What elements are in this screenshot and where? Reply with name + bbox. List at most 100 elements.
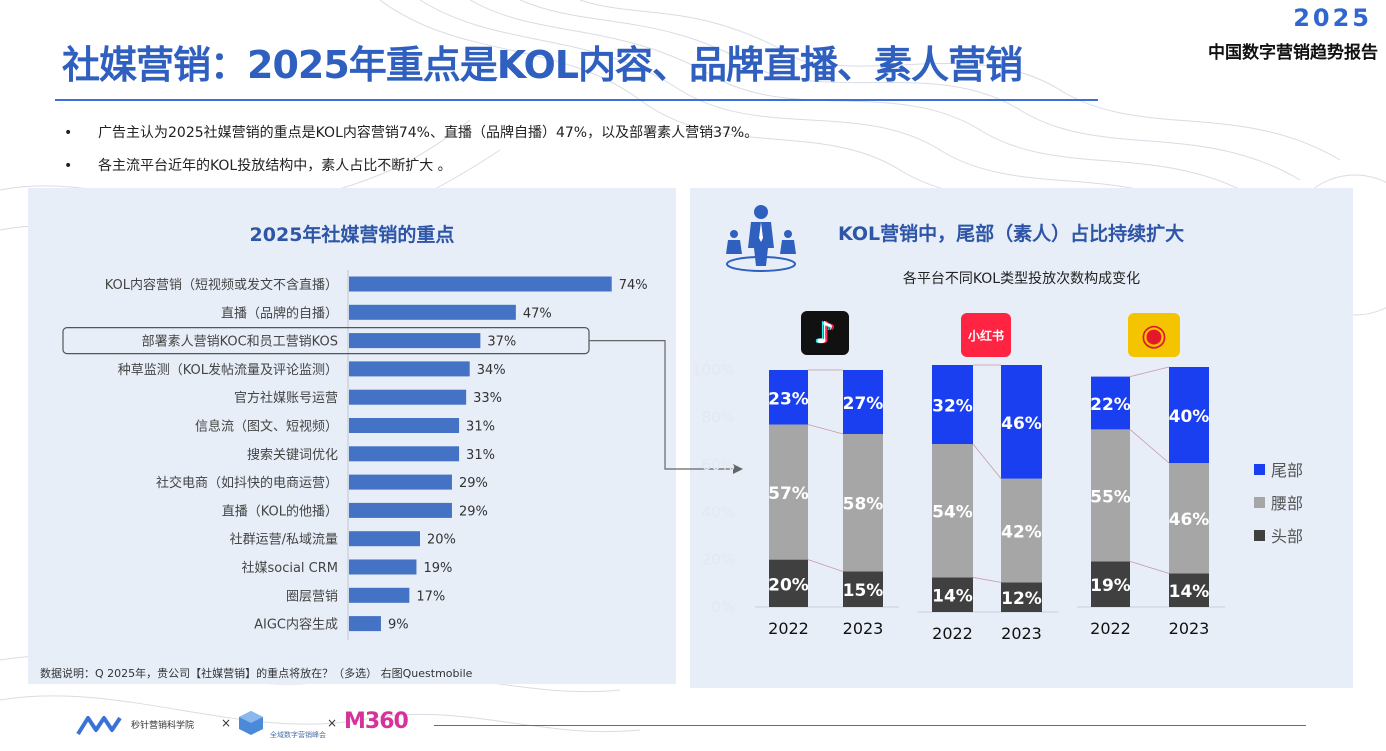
stack-seg-头部 xyxy=(769,559,808,607)
bar-value-label: 17% xyxy=(416,589,445,604)
bar-value-label: 31% xyxy=(466,420,495,435)
bullet-item: • 各主流平台近年的KOL投放结构中，素人占比不断扩大 。 xyxy=(64,155,452,175)
connector-arrow-icon xyxy=(733,464,743,474)
y-tick-label: 0% xyxy=(711,598,735,616)
brand-name: 中国数字营销趋势报告 xyxy=(1208,43,1378,63)
bar-category-label: 搜索关键词优化 xyxy=(247,448,338,463)
legend-label-head: 头部 xyxy=(1271,527,1304,546)
stack-seg-头部 xyxy=(1169,573,1209,607)
partner2-cube-icon xyxy=(239,711,263,735)
stack-seg-头部 xyxy=(843,571,883,607)
bar-6 xyxy=(349,446,460,462)
bar-5 xyxy=(349,418,460,433)
segment-connector xyxy=(1129,429,1170,464)
bar-value-label: 37% xyxy=(487,335,516,350)
bar-category-label: 种草监测（KOL发帖流量及评论监测） xyxy=(118,362,338,378)
xiaohongshu-logo-text: 小红书 xyxy=(967,328,1004,343)
bar-value-label: 29% xyxy=(459,504,488,519)
stack-seg-尾部 xyxy=(1001,365,1042,479)
stack-value-label: 19% xyxy=(1090,576,1131,596)
weibo-app-icon: ◉ xyxy=(1128,313,1180,357)
segment-connector xyxy=(1129,366,1170,377)
segment-connector xyxy=(972,443,1002,479)
bar-category-label: AIGC内容生成 xyxy=(254,617,338,633)
douyin-app-icon: ♪ xyxy=(801,311,849,355)
bar-9 xyxy=(349,531,420,547)
x-category-label: 2022 xyxy=(768,619,809,638)
x-category-label: 2023 xyxy=(843,619,884,638)
bar-value-label: 29% xyxy=(459,476,488,491)
stack-value-label: 46% xyxy=(1169,510,1210,530)
bar-value-label: 74% xyxy=(619,278,648,293)
stack-seg-腰部 xyxy=(769,424,808,560)
bar-category-label: 官方社媒账号运营 xyxy=(234,390,338,406)
legend-swatch-waist xyxy=(1254,496,1265,508)
y-tick-label: 80% xyxy=(702,408,735,426)
stack-value-label: 54% xyxy=(932,503,973,523)
bullet-dot-icon: • xyxy=(64,158,73,174)
bar-category-label: 直播（KOL的他播） xyxy=(222,503,338,519)
bar-category-label: 直播（品牌的自播） xyxy=(221,305,338,321)
stack-value-label: 12% xyxy=(1001,589,1042,609)
segment-connector xyxy=(807,424,844,435)
x-category-label: 2022 xyxy=(932,624,973,643)
bar-category-label: 社群运营/私域流量 xyxy=(230,532,338,548)
legend-swatch-head xyxy=(1254,529,1265,541)
stack-value-label: 14% xyxy=(932,587,973,607)
bar-category-label: 部署素人营销KOC和员工营销KOS xyxy=(142,335,338,350)
partner1-name: 秒针营销科学院 xyxy=(131,721,195,731)
stack-value-label: 20% xyxy=(768,575,809,595)
bar-2 xyxy=(349,333,481,349)
bar-value-label: 31% xyxy=(466,448,495,463)
legend-item-tail: 尾部 xyxy=(1254,457,1303,481)
bar-value-label: 9% xyxy=(388,618,409,633)
partner3-logo-text: M360 xyxy=(344,709,409,734)
stack-value-label: 55% xyxy=(1090,487,1131,507)
stack-seg-腰部 xyxy=(843,433,883,572)
title-underline xyxy=(55,99,1098,101)
stack-seg-头部 xyxy=(1001,582,1042,612)
x-category-label: 2023 xyxy=(1001,624,1042,643)
stack-seg-尾部 xyxy=(1091,376,1130,430)
people-group-icon xyxy=(726,205,796,272)
partner1-logo-icon xyxy=(76,716,122,736)
page-title: 社媒营销：2025年重点是KOL内容、品牌直播、素人营销 xyxy=(62,43,1023,87)
stack-value-label: 46% xyxy=(1001,414,1042,434)
legend-label-waist: 腰部 xyxy=(1271,494,1304,513)
partner2-name: 全域数字营销峰会 xyxy=(270,731,326,739)
times-separator: × xyxy=(221,716,232,730)
stack-value-label: 15% xyxy=(843,581,884,601)
bar-category-label: 社媒social CRM xyxy=(241,560,338,576)
bar-value-label: 33% xyxy=(473,391,502,406)
stack-seg-尾部 xyxy=(843,370,883,434)
segment-connector xyxy=(807,559,844,572)
bar-category-label: 信息流（图文、短视频） xyxy=(195,419,338,435)
stack-value-label: 42% xyxy=(1001,522,1042,542)
douyin-logo-glyph: ♪ xyxy=(815,315,835,351)
stack-value-label: 32% xyxy=(932,397,973,417)
bar-12 xyxy=(349,616,381,632)
segment-connector xyxy=(972,577,1002,583)
y-tick-label: 40% xyxy=(702,503,735,521)
stack-value-label: 57% xyxy=(768,484,809,504)
bar-value-label: 20% xyxy=(427,533,456,548)
legend-swatch-tail xyxy=(1254,463,1265,475)
right-chart-subtitle: 各平台不同KOL类型投放次数构成变化 xyxy=(902,271,1141,287)
bar-4 xyxy=(349,389,467,405)
bar-value-label: 34% xyxy=(477,363,506,378)
stack-value-label: 22% xyxy=(1090,395,1131,415)
xiaohongshu-app-icon: 小红书 xyxy=(961,313,1011,357)
stack-value-label: 40% xyxy=(1169,407,1210,427)
times-separator: × xyxy=(327,716,338,730)
segment-connector xyxy=(1129,561,1170,574)
stack-seg-腰部 xyxy=(1169,463,1209,574)
stack-seg-头部 xyxy=(1091,561,1130,607)
x-category-label: 2022 xyxy=(1090,619,1131,638)
footer-rule xyxy=(434,725,1306,726)
bar-category-label: KOL内容营销（短视频或发文不含直播） xyxy=(105,277,338,293)
bar-3 xyxy=(349,361,470,377)
stack-seg-尾部 xyxy=(1169,367,1209,463)
left-chart-title: 2025年社媒营销的重点 xyxy=(249,224,455,246)
stack-seg-尾部 xyxy=(932,365,973,445)
